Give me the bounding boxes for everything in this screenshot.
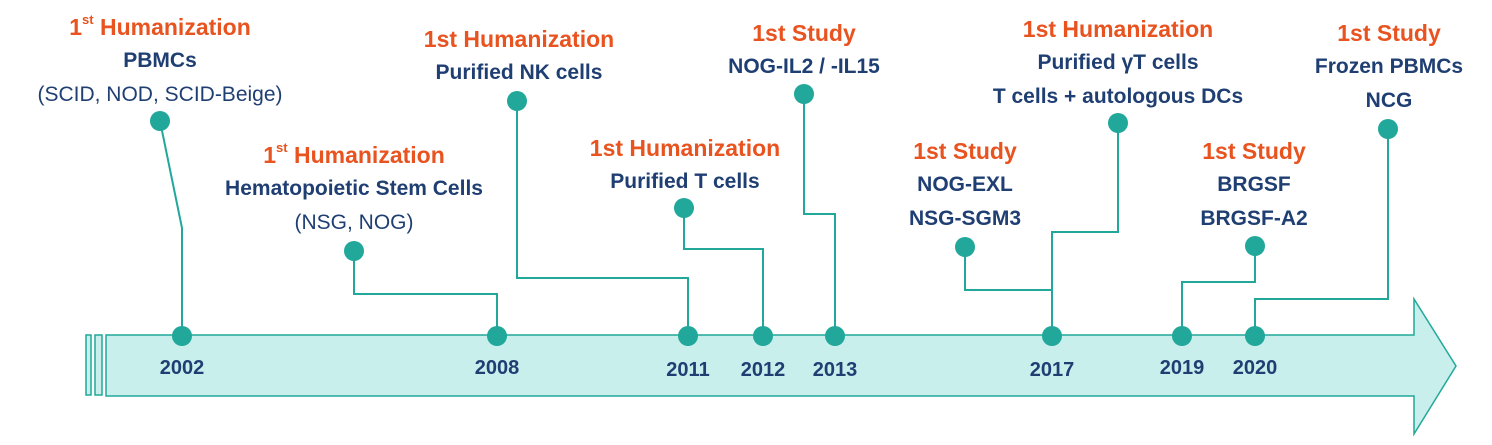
year-dot [1172, 326, 1192, 346]
milestone-line: BRGSF-A2 [1200, 207, 1308, 230]
milestone-line: Hematopoietic Stem Cells [225, 177, 483, 200]
milestone-dot [507, 91, 527, 111]
connectors [159, 94, 1389, 336]
year-dot [172, 326, 192, 346]
milestone-note: (SCID, NOD, SCID-Beige) [37, 83, 283, 106]
milestone-label-2002: 1st Humanization PBMCs (SCID, NOD, SCID-… [37, 10, 282, 112]
connector-2011 [516, 101, 689, 336]
arrow-body [105, 296, 1457, 437]
milestone-label-2020: 1st Study Frozen PBMCs NCG [1315, 16, 1463, 118]
milestone-line: Frozen PBMCs [1314, 55, 1464, 78]
year-dot [487, 326, 507, 346]
connector-2019 [1181, 246, 1256, 336]
milestone-dot [794, 84, 814, 104]
connector-2012 [683, 208, 764, 336]
year-dot [1042, 326, 1062, 346]
milestone-heading: 1st Humanization [423, 26, 615, 52]
milestone-label-2013: 1st Study NOG-IL2 / -IL15 [728, 16, 880, 84]
milestone-dot [344, 241, 364, 261]
connector-2013 [803, 94, 836, 336]
timeline-arrow [85, 296, 1457, 437]
connector-2008 [353, 251, 498, 336]
connector-2002 [159, 120, 183, 336]
milestone-label-2008: 1st Humanization Hematopoietic Stem Cell… [225, 138, 483, 240]
milestone-line: PBMCs [123, 49, 197, 72]
year-dot [753, 326, 773, 346]
milestone-line: Purified T cells [610, 170, 760, 193]
year-label: 2002 [160, 357, 205, 379]
year-dot [825, 326, 845, 346]
year-labels: 2002 2008 2011 2012 2013 2017 2019 2020 [160, 357, 1278, 381]
year-label: 2012 [741, 359, 786, 381]
milestone-heading: 1st Study [913, 138, 1017, 164]
milestone-dot [1245, 236, 1265, 256]
connector-2017-left [964, 247, 1053, 336]
milestone-line: T cells + autologous DCs [992, 85, 1244, 108]
milestone-line: NOG-IL2 / -IL15 [728, 55, 880, 78]
milestone-dot [150, 111, 170, 131]
year-dot [1245, 326, 1265, 346]
milestone-line: NCG [1365, 89, 1413, 112]
milestone-line: NOG-EXL [917, 173, 1013, 196]
year-label: 2020 [1233, 357, 1278, 379]
milestone-dot [1378, 119, 1398, 139]
arrow-tail-stripe [85, 334, 92, 396]
year-label: 2008 [475, 357, 520, 379]
milestone-heading: 1st Humanization [69, 12, 251, 40]
milestone-label-2011: 1st Humanization Purified NK cells [424, 22, 614, 90]
milestone-dot [955, 237, 975, 257]
connector-2020 [1254, 129, 1389, 336]
arrow-tail-stripe [94, 334, 103, 396]
milestone-line: BRGSF [1217, 173, 1291, 196]
year-dot [678, 326, 698, 346]
milestone-heading: 1st Study [1202, 138, 1306, 164]
connector-2017-right [1051, 123, 1119, 290]
milestone-label-2017-study: 1st Study NOG-EXL NSG-SGM3 [909, 134, 1021, 236]
milestone-label-2012: 1st Humanization Purified T cells [590, 131, 780, 199]
milestone-dot [674, 198, 694, 218]
milestone-heading: 1st Study [1337, 20, 1441, 46]
year-label: 2013 [813, 359, 858, 381]
dots [150, 84, 1398, 346]
milestone-label-2019: 1st Study BRGSF BRGSF-A2 [1200, 134, 1307, 236]
year-label: 2011 [666, 359, 709, 381]
milestone-note: (NSG, NOG) [294, 211, 414, 234]
milestone-label-2017-humanization: 1st Humanization Purified γT cells T cel… [993, 12, 1243, 114]
milestone-line: NSG-SGM3 [908, 207, 1022, 230]
milestone-dot [1108, 113, 1128, 133]
year-label: 2017 [1030, 359, 1075, 381]
milestone-heading: 1st Humanization [1022, 16, 1214, 42]
milestone-line: Purified NK cells [435, 61, 603, 84]
milestone-heading: 1st Study [752, 20, 856, 46]
milestone-line: Purified γT cells [1037, 51, 1199, 74]
milestone-heading: 1st Humanization [589, 135, 781, 161]
milestone-heading: 1st Humanization [263, 140, 445, 168]
year-label: 2019 [1160, 357, 1205, 379]
